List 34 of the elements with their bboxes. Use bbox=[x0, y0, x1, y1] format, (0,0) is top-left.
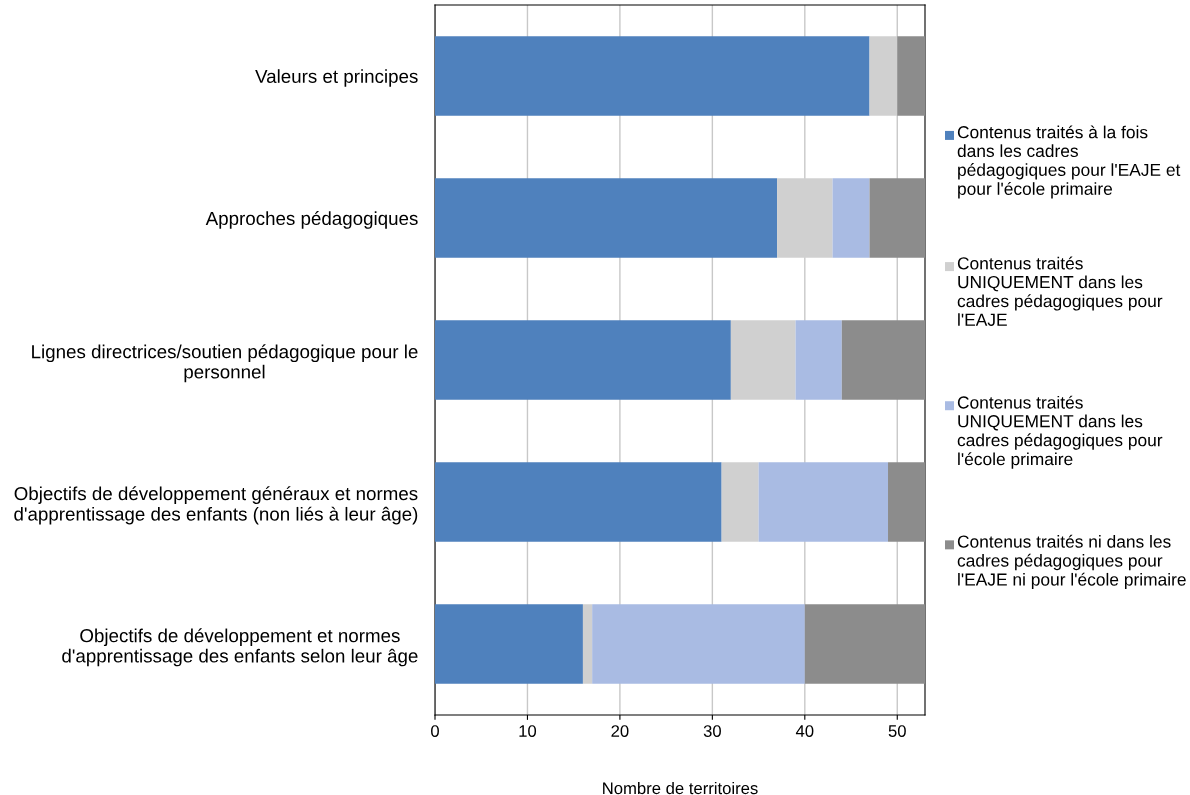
bar bbox=[869, 178, 925, 258]
x-tick-label: 0 bbox=[431, 725, 439, 737]
bar bbox=[435, 178, 778, 258]
y-tick-label: Approches pédagogiques bbox=[205, 211, 418, 229]
legend-label: Contenus traités UNIQUEMENT dans les cadres pédagogiques pour l'école primaire bbox=[957, 395, 1163, 469]
y-tick-label: Lignes directrices/soutien pédagogique pour le personnel bbox=[32, 344, 418, 383]
bar bbox=[841, 320, 925, 400]
bar bbox=[897, 36, 925, 116]
x-tick-label: 20 bbox=[611, 725, 629, 737]
bar bbox=[730, 320, 796, 400]
bar bbox=[888, 462, 925, 542]
legend-label: Contenus traités ni dans les cadres pédagogiques pour l'EAJE ni pour l'école primaire bbox=[957, 534, 1186, 590]
y-tick-label: Objectifs de développement généraux et normes d'apprentissage des enfants (non liés à leur âge) bbox=[14, 486, 418, 525]
bar bbox=[435, 320, 731, 400]
bar bbox=[592, 604, 805, 684]
legend-label: Contenus traités UNIQUEMENT dans les cadres pédagogiques pour l'EAJE bbox=[957, 256, 1163, 326]
bar bbox=[869, 36, 898, 116]
x-tick-label: 30 bbox=[703, 725, 721, 737]
bar bbox=[758, 462, 889, 542]
bar bbox=[795, 320, 842, 400]
bar bbox=[832, 178, 870, 258]
x-tick-label: 50 bbox=[888, 725, 906, 737]
x-axis-title: Nombre de territoires bbox=[603, 781, 758, 795]
y-tick-label: Valeurs et principes bbox=[255, 69, 418, 87]
x-tick-label: 10 bbox=[519, 725, 537, 737]
legend-label: Contenus traités à la fois dans les cadres pédagogiques pour l'EAJE et pour l'école primaire bbox=[957, 125, 1181, 199]
bar bbox=[435, 36, 870, 116]
y-tick-label: Objectifs de développement et normes d'apprentissage des enfants selon leur âge bbox=[62, 628, 418, 667]
bar bbox=[582, 604, 593, 684]
bar bbox=[804, 604, 925, 684]
bar bbox=[435, 604, 583, 684]
x-tick-label: 40 bbox=[795, 725, 814, 737]
bar bbox=[435, 462, 722, 542]
bar bbox=[721, 462, 759, 542]
